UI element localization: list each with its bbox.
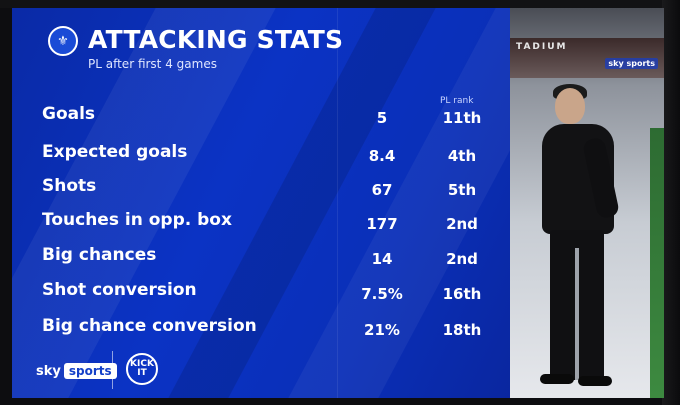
- stat-label: Shots: [42, 176, 97, 196]
- stat-value: 21%: [364, 321, 400, 339]
- sky-text: sky: [36, 363, 61, 379]
- manager-photo: TADIUM sky sports: [510, 8, 664, 398]
- footer-divider: [112, 351, 113, 389]
- stat-value: 7.5%: [361, 285, 403, 303]
- stat-row: Big chance conversion 21% 18th: [12, 312, 512, 342]
- stat-rank: 2nd: [446, 250, 478, 268]
- stadium-sign: TADIUM: [516, 42, 568, 52]
- stat-rank: 5th: [447, 181, 477, 199]
- stat-rank: 11th: [442, 109, 482, 127]
- stat-row: Shots 67 5th: [12, 172, 512, 202]
- stat-value: 8.4: [368, 147, 396, 165]
- page-title: ATTACKING STATS: [88, 25, 344, 54]
- chelsea-crest-icon: ⚜: [48, 26, 78, 56]
- column-divider: [337, 8, 338, 398]
- graphic-screen: ⚜ ATTACKING STATS PL after first 4 games…: [12, 8, 664, 398]
- stat-label: Shot conversion: [42, 280, 197, 300]
- stat-rank: 16th: [442, 285, 482, 303]
- stat-label: Big chance conversion: [42, 316, 257, 336]
- stat-value: 5: [376, 109, 388, 127]
- pitch-edge: [650, 128, 664, 398]
- stat-value: 177: [366, 215, 398, 233]
- stat-rank: 18th: [442, 321, 482, 339]
- stat-label: Big chances: [42, 245, 157, 265]
- rank-column-header: PL rank: [440, 96, 474, 106]
- stat-row: Expected goals 8.4 4th: [12, 138, 512, 168]
- stat-row: Goals 5 11th: [12, 100, 512, 130]
- kick-it-logo: KICK IT: [126, 353, 158, 385]
- stat-row: Big chances 14 2nd: [12, 241, 512, 271]
- stat-row: Touches in opp. box 177 2nd: [12, 206, 512, 236]
- sky-sports-logo: sky sports: [36, 363, 117, 379]
- tv-bezel-top: [0, 0, 680, 8]
- stat-rank: 2nd: [446, 215, 478, 233]
- page-subtitle: PL after first 4 games: [88, 57, 217, 71]
- person-shoe: [540, 374, 574, 384]
- person-legs-gap: [575, 248, 579, 380]
- stat-label: Expected goals: [42, 142, 188, 162]
- stat-label: Goals: [42, 104, 96, 124]
- sky-sports-board: sky sports: [605, 58, 658, 69]
- stat-row: Shot conversion 7.5% 16th: [12, 276, 512, 306]
- stat-value: 14: [371, 250, 393, 268]
- sports-text: sports: [63, 363, 117, 379]
- stat-rank: 4th: [447, 147, 477, 165]
- stat-value: 67: [371, 181, 393, 199]
- person-head: [555, 88, 585, 124]
- stat-label: Touches in opp. box: [42, 210, 232, 230]
- person-shoe: [578, 376, 612, 386]
- tv-bezel-right: [662, 0, 680, 405]
